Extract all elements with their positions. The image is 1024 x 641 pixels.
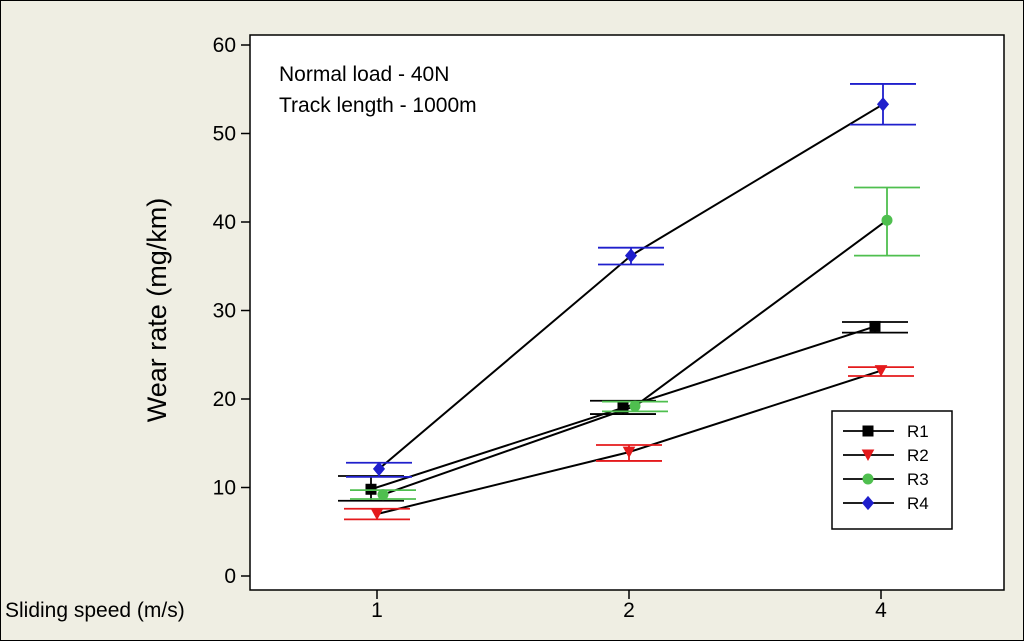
data-point-r2	[370, 508, 384, 521]
series-layer	[338, 83, 920, 521]
legend: R1 R2 R3 R4	[831, 410, 953, 530]
axes: 0 10 20 30 40 50 60 1 2 4	[213, 34, 888, 622]
y-tick-label: 50	[213, 123, 236, 146]
x-tick-label: 2	[623, 599, 635, 622]
x-tick-label: 4	[875, 599, 887, 622]
y-axis-label: Wear rate (mg/km)	[142, 198, 172, 423]
y-tick-label: 20	[213, 388, 236, 411]
y-tick-label: 10	[213, 477, 236, 500]
data-point-r2	[622, 446, 636, 459]
y-tick-label: 60	[213, 34, 236, 57]
data-point-r3	[881, 214, 893, 226]
legend-marker	[862, 425, 874, 437]
data-point-r4	[624, 248, 638, 263]
data-point-r4	[372, 461, 386, 477]
legend-marker	[861, 449, 875, 462]
y-tick-label: 30	[213, 300, 236, 323]
data-point-r2	[874, 365, 888, 377]
legend-label: R2	[907, 446, 929, 465]
legend-marker	[861, 495, 875, 511]
legend-item-r3: R3	[843, 470, 929, 489]
data-point-r3	[377, 489, 389, 501]
annotation-normal-load: Normal load - 40N	[279, 63, 449, 86]
legend-box	[831, 410, 953, 530]
y-tick-label: 40	[213, 211, 236, 234]
legend-label: R4	[907, 494, 929, 513]
x-tick-label: 1	[371, 599, 383, 622]
legend-label: R3	[907, 470, 929, 489]
legend-item-r1: R1	[843, 422, 929, 441]
series-r4	[346, 83, 916, 478]
legend-item-r2: R2	[843, 446, 929, 465]
data-point-r4	[876, 97, 890, 112]
data-point-r1	[869, 320, 881, 332]
annotation-track-length: Track length - 1000m	[279, 94, 477, 117]
series-r2	[344, 365, 914, 521]
data-point-r1	[617, 402, 629, 414]
legend-item-r4: R4	[843, 494, 929, 513]
series-r3	[350, 186, 920, 501]
y-tick-label: 0	[224, 565, 236, 588]
x-axis-label: Sliding speed (m/s)	[5, 599, 185, 622]
data-point-r3	[629, 400, 641, 412]
legend-label: R1	[907, 422, 929, 441]
legend-marker	[862, 473, 874, 485]
